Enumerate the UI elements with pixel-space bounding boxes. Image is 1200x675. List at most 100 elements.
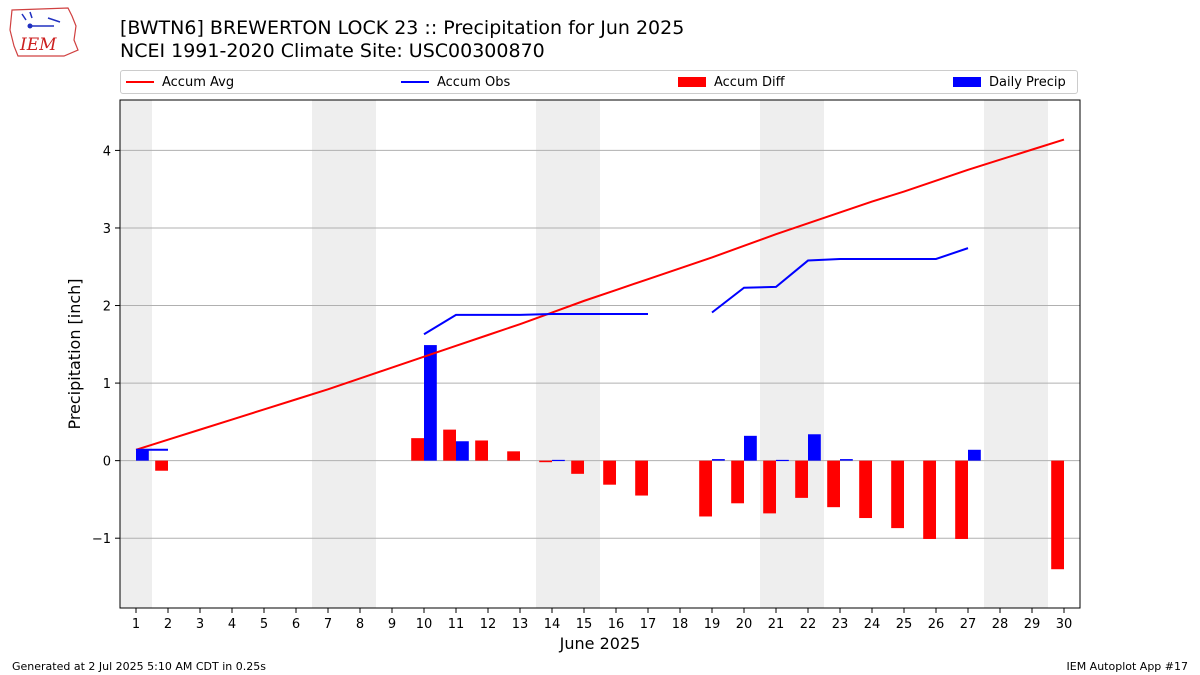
legend-swatch-daily-precip: [953, 76, 981, 87]
legend-label-daily-precip: Daily Precip: [989, 75, 1066, 90]
x-tick-label: 23: [832, 617, 849, 632]
x-tick-label: 14: [544, 617, 561, 632]
accum-diff-bar: [507, 451, 520, 461]
x-tick-label: 22: [800, 617, 817, 632]
x-tick-label: 2: [164, 617, 172, 632]
x-tick-label: 11: [448, 617, 465, 632]
daily-precip-bar: [552, 459, 565, 462]
x-tick-label: 3: [196, 617, 204, 632]
accum-diff-bar: [1051, 460, 1064, 570]
x-tick-label: 29: [1024, 617, 1041, 632]
x-tick-label: 20: [736, 617, 753, 632]
x-tick-label: 17: [640, 617, 657, 632]
weekend-band: [344, 100, 376, 608]
legend-label-accum-obs: Accum Obs: [437, 75, 511, 90]
x-tick-label: 15: [576, 617, 593, 632]
y-tick-label: −1: [92, 532, 111, 547]
accum-diff-bar: [763, 460, 776, 514]
accum-diff-bar: [155, 460, 168, 471]
plot-area: [120, 100, 1080, 608]
chart-title: [BWTN6] BREWERTON LOCK 23 :: Precipitati…: [120, 17, 684, 63]
y-tick-label: 2: [103, 300, 111, 315]
x-tick-label: 13: [512, 617, 529, 632]
x-tick-label: 27: [960, 617, 977, 632]
daily-precip-bar: [776, 459, 789, 462]
x-tick-label: 1: [132, 617, 140, 632]
legend-item-accum-diff: Accum Diff: [678, 74, 785, 92]
legend-label-accum-diff: Accum Diff: [714, 75, 785, 90]
x-tick-label: 10: [416, 617, 433, 632]
y-tick-label: 1: [103, 377, 111, 392]
daily-precip-bar: [808, 434, 821, 461]
accum-diff-bar: [635, 460, 648, 496]
x-tick-label: 18: [672, 617, 689, 632]
accum-avg-line: [135, 138, 1065, 451]
chart-title-line2: NCEI 1991-2020 Climate Site: USC00300870: [120, 40, 545, 62]
x-tick-label: 12: [480, 617, 497, 632]
generated-footer: Generated at 2 Jul 2025 5:10 AM CDT in 0…: [12, 660, 266, 673]
x-tick-label: 6: [292, 617, 300, 632]
x-tick-label: 7: [324, 617, 332, 632]
accum-diff-bar: [411, 438, 424, 461]
wind-line-icon: [32, 17, 61, 27]
accum-diff-bar: [827, 460, 840, 508]
daily-precip-bar: [136, 449, 149, 461]
iem-logo: IEM: [9, 7, 79, 57]
accum-diff-bar: [603, 460, 616, 485]
plot-frame: [119, 99, 1081, 609]
daily-precip-bar: [840, 459, 853, 461]
legend-label-accum-avg: Accum Avg: [162, 75, 235, 90]
x-tick-label: 28: [992, 617, 1009, 632]
x-axis-label: June 2025: [559, 634, 641, 653]
daily-precip-bar: [968, 449, 981, 461]
wind-barb-icon: [21, 11, 33, 21]
x-tick-label: 26: [928, 617, 945, 632]
legend-item-daily-precip: Daily Precip: [953, 74, 1066, 92]
legend-item-accum-obs: Accum Obs: [401, 74, 510, 92]
daily-precip-bar: [744, 435, 757, 461]
weekend-band: [568, 100, 600, 608]
y-tick-label: 0: [103, 455, 111, 470]
accum-diff-bar: [795, 460, 808, 498]
accum-diff-bar: [475, 440, 488, 461]
logo-text: IEM: [19, 35, 57, 55]
x-tick-label: 25: [896, 617, 913, 632]
x-tick-label: 5: [260, 617, 268, 632]
accum-diff-bar: [571, 460, 584, 474]
app-footer: IEM Autoplot App #17: [1066, 660, 1189, 673]
weekend-band: [760, 100, 792, 608]
chart-title-line1: [BWTN6] BREWERTON LOCK 23 :: Precipitati…: [120, 17, 685, 39]
y-axis-label: Precipitation [inch]: [65, 278, 84, 429]
chart-legend: Accum Avg Accum Obs Accum Diff Daily Pre…: [120, 70, 1078, 94]
x-tick-label: 4: [228, 617, 236, 632]
accum-obs-line: [423, 313, 648, 336]
state-outline-icon: [9, 7, 79, 57]
x-tick-label: 30: [1056, 617, 1073, 632]
legend-item-accum-avg: Accum Avg: [126, 74, 234, 92]
accum-obs-line: [711, 247, 969, 314]
legend-swatch-accum-diff: [678, 76, 706, 87]
accum-diff-bar: [955, 460, 968, 539]
weekend-band: [312, 100, 344, 608]
x-tick-label: 24: [864, 617, 881, 632]
daily-precip-bar: [456, 441, 469, 461]
accum-diff-bar: [891, 460, 904, 529]
weekend-band: [536, 100, 568, 608]
accum-diff-bar: [443, 429, 456, 461]
x-tick-label: 9: [388, 617, 396, 632]
x-tick-label: 19: [704, 617, 721, 632]
weekend-band: [792, 100, 824, 608]
accum-diff-bar: [923, 460, 936, 539]
station-dot-icon: [27, 23, 33, 29]
daily-precip-bar: [424, 345, 437, 461]
daily-precip-bar: [712, 459, 725, 461]
accum-diff-bar: [699, 460, 712, 517]
x-tick-label: 8: [356, 617, 364, 632]
legend-swatch-accum-obs: [401, 80, 429, 83]
x-tick-label: 21: [768, 617, 785, 632]
accum-diff-bar: [539, 460, 552, 463]
weekend-band: [1016, 100, 1048, 608]
y-tick-label: 4: [103, 144, 111, 159]
weekend-band: [984, 100, 1016, 608]
